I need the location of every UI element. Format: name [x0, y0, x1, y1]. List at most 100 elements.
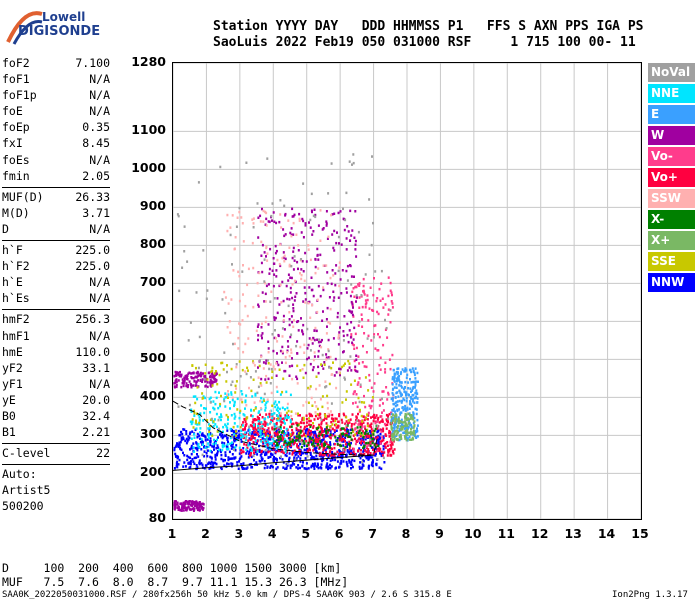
data-point [359, 425, 362, 429]
data-point [271, 465, 274, 469]
data-point [326, 434, 329, 438]
data-point [274, 405, 277, 409]
data-point [195, 447, 198, 450]
data-point [325, 451, 328, 454]
data-point [284, 414, 287, 417]
data-point [226, 229, 229, 233]
data-point [285, 445, 288, 448]
data-point [261, 459, 263, 462]
data-point [279, 264, 282, 268]
data-point [342, 364, 345, 367]
data-point [284, 438, 286, 441]
data-point [310, 432, 313, 436]
data-point [202, 434, 205, 437]
data-point [320, 432, 323, 435]
data-point [390, 424, 393, 428]
data-point [381, 454, 384, 457]
data-point [293, 259, 296, 262]
data-point [186, 458, 189, 462]
data-point [326, 325, 328, 328]
data-point [267, 283, 270, 286]
param-name: foF1p [2, 88, 37, 103]
data-point [274, 450, 277, 454]
param-value: N/A [89, 72, 110, 87]
data-point [245, 422, 248, 426]
data-point [397, 424, 399, 428]
data-point [230, 444, 233, 447]
data-point [294, 458, 297, 461]
data-point [256, 391, 259, 395]
data-point [265, 217, 268, 221]
data-point [258, 417, 260, 420]
data-point [341, 455, 344, 458]
data-point [224, 311, 227, 315]
data-point [372, 419, 375, 423]
data-point [291, 453, 294, 456]
data-point [415, 380, 418, 383]
param-row: D N/A [2, 222, 110, 238]
data-point [214, 402, 217, 406]
data-point [391, 449, 394, 453]
data-point [336, 442, 339, 446]
data-point [309, 448, 311, 452]
data-point [233, 342, 236, 346]
data-point [314, 448, 317, 451]
data-point [183, 225, 186, 228]
data-point [267, 450, 270, 454]
data-point [317, 439, 320, 442]
data-point [292, 440, 294, 443]
data-point [345, 420, 348, 423]
data-point [350, 460, 353, 463]
data-point [274, 368, 277, 371]
data-point [330, 373, 333, 376]
data-point [358, 306, 361, 309]
data-point [332, 337, 335, 340]
data-point [333, 434, 336, 438]
data-point [309, 258, 312, 262]
data-point [374, 427, 377, 431]
data-point [346, 422, 349, 425]
data-point [314, 213, 317, 217]
data-point [327, 465, 330, 468]
data-point [272, 457, 275, 461]
data-point [333, 249, 336, 252]
data-point [286, 434, 289, 437]
data-point [263, 392, 266, 396]
data-point [397, 417, 400, 421]
data-point [326, 394, 329, 398]
data-point [272, 211, 275, 214]
data-point [229, 233, 232, 237]
data-point [252, 222, 255, 225]
data-point [232, 431, 235, 435]
data-point [265, 245, 268, 248]
data-point [253, 448, 255, 452]
data-point [308, 419, 311, 423]
data-point [278, 220, 281, 224]
data-point [290, 414, 293, 418]
data-point [285, 454, 288, 458]
data-point [393, 427, 396, 430]
data-point [216, 444, 219, 447]
data-point [291, 207, 294, 211]
data-point [318, 437, 321, 440]
data-point [325, 318, 328, 321]
data-point [277, 439, 280, 443]
data-point [393, 425, 396, 428]
data-point [351, 343, 354, 346]
param-separator [2, 464, 110, 466]
data-point [391, 353, 394, 357]
data-point [191, 376, 193, 380]
data-point [316, 338, 319, 341]
data-point [263, 466, 266, 470]
data-point [307, 443, 310, 447]
data-point [270, 435, 273, 439]
data-point [404, 430, 407, 433]
data-point [295, 375, 298, 378]
data-point [218, 391, 220, 394]
param-value: 110.0 [75, 344, 110, 359]
data-point [303, 279, 306, 283]
data-point [189, 321, 192, 324]
data-point [307, 401, 310, 404]
data-point [350, 452, 352, 455]
data-point [350, 438, 353, 441]
